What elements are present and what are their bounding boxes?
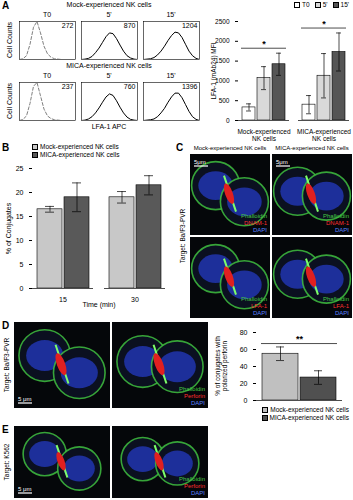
svg-text:237: 237 [62, 83, 74, 90]
html-text:% of conjugates with polarized: % of conjugates with polarized perforin [213, 336, 228, 396]
html-text:Cell Counts: Cell Counts [6, 82, 14, 120]
html-text:MICA-experienced NK cells: MICA-experienced NK cells [269, 414, 349, 421]
html-text:D: D [2, 320, 10, 331]
html-text:5': 5' [106, 11, 112, 18]
html-text:15': 15' [340, 1, 349, 8]
html-text:C: C [176, 142, 184, 153]
svg-text:Perforin: Perforin [184, 483, 205, 489]
svg-text:20: 20 [240, 380, 248, 387]
svg-text:20: 20 [16, 189, 24, 196]
svg-text:40: 40 [240, 363, 248, 370]
html-text:Mock-experienced NK cells: Mock-experienced NK cells [193, 145, 267, 151]
html-text:Cell Counts: Cell Counts [6, 21, 14, 59]
svg-text:**: ** [296, 334, 304, 344]
svg-text:5μm: 5μm [194, 159, 206, 165]
html-text:MICA-experienced NK cells: MICA-experienced NK cells [275, 145, 349, 151]
svg-text:15: 15 [59, 296, 67, 303]
svg-text:0: 0 [226, 117, 230, 124]
svg-text:1500: 1500 [215, 57, 230, 64]
html-text:MICA-experienced NK cells: MICA-experienced NK cells [66, 62, 152, 69]
svg-text:5μm: 5μm [276, 159, 288, 165]
html-text:Target: K562: Target: K562 [3, 443, 11, 481]
svg-text:Time (min): Time (min) [82, 301, 115, 309]
html-text:MICA-experienced NK cells: MICA-experienced NK cells [40, 151, 120, 158]
svg-text:1396: 1396 [182, 83, 198, 90]
html-text:Mock-experienced NK cells: Mock-experienced NK cells [40, 143, 119, 150]
svg-text:870: 870 [124, 22, 136, 29]
html-text:E: E [2, 424, 9, 435]
svg-text:5 μm: 5 μm [18, 486, 31, 492]
html-text:T0: T0 [42, 72, 52, 79]
svg-text:760: 760 [124, 83, 136, 90]
svg-text:LFA-1: LFA-1 [251, 303, 268, 309]
html-text:Mock-experienced NK cells: Mock-experienced NK cells [270, 406, 349, 413]
svg-text:*: * [322, 19, 326, 29]
svg-text:DAPI: DAPI [335, 310, 349, 316]
svg-text:DNAM-1: DNAM-1 [326, 220, 350, 226]
svg-text:2500: 2500 [215, 18, 230, 25]
svg-text:DAPI: DAPI [335, 227, 349, 233]
svg-text:DAPI: DAPI [191, 400, 205, 406]
svg-text:% of Conjugates: % of Conjugates [5, 202, 13, 254]
html-text:Target: Ba/F3-PVR: Target: Ba/F3-PVR [3, 337, 11, 393]
svg-text:15: 15 [16, 213, 24, 220]
svg-text:Phalloidin: Phalloidin [179, 476, 205, 482]
svg-text:1204: 1204 [182, 22, 198, 29]
svg-text:MICA-experiencedNK cells: MICA-experiencedNK cells [297, 128, 351, 142]
svg-text:Perforin: Perforin [184, 393, 205, 399]
svg-text:DAPI: DAPI [253, 310, 267, 316]
svg-text:10: 10 [16, 237, 24, 244]
html-text:15': 15' [166, 11, 176, 18]
svg-text:25: 25 [16, 165, 24, 172]
svg-text:60: 60 [240, 346, 248, 353]
svg-text:Phalloidin: Phalloidin [241, 213, 267, 219]
html-text:15': 15' [166, 72, 176, 79]
svg-text:2000: 2000 [215, 37, 230, 44]
svg-text:5: 5 [20, 261, 24, 268]
html-text:5': 5' [322, 1, 328, 8]
html-text:T0: T0 [302, 1, 310, 8]
svg-text:0: 0 [20, 285, 24, 292]
svg-text:DNAM-1: DNAM-1 [244, 220, 268, 226]
svg-text:30: 30 [131, 296, 139, 303]
html-text:Target: Ba/F3-PVR: Target: Ba/F3-PVR [179, 208, 187, 264]
svg-text:DAPI: DAPI [191, 490, 205, 496]
html-text:5': 5' [106, 72, 112, 79]
svg-text:Phalloidin: Phalloidin [179, 386, 205, 392]
html-text:Mock-experienced NK cells: Mock-experienced NK cells [66, 1, 152, 8]
html-text:LFA-1 APC: LFA-1 APC [91, 123, 127, 130]
svg-text:272: 272 [62, 22, 74, 29]
svg-text:80: 80 [240, 329, 248, 336]
svg-text:LFA-1 (mAb24) MFI: LFA-1 (mAb24) MFI [210, 42, 218, 99]
html-text:B: B [2, 142, 10, 153]
svg-text:DAPI: DAPI [253, 227, 267, 233]
svg-text:Phalloidin: Phalloidin [241, 296, 267, 302]
svg-text:Phalloidin: Phalloidin [323, 213, 349, 219]
svg-text:0: 0 [244, 397, 248, 404]
svg-text:Phalloidin: Phalloidin [323, 296, 349, 302]
svg-text:Mock-experiencedNK cells: Mock-experiencedNK cells [237, 128, 290, 142]
svg-text:500: 500 [219, 97, 230, 104]
svg-text:1000: 1000 [215, 77, 230, 84]
html-text:A: A [2, 0, 10, 11]
svg-text:*: * [262, 39, 266, 49]
html-text:T0: T0 [42, 11, 52, 18]
svg-text:5 μm: 5 μm [18, 396, 31, 402]
svg-text:LFA-1: LFA-1 [333, 303, 350, 309]
